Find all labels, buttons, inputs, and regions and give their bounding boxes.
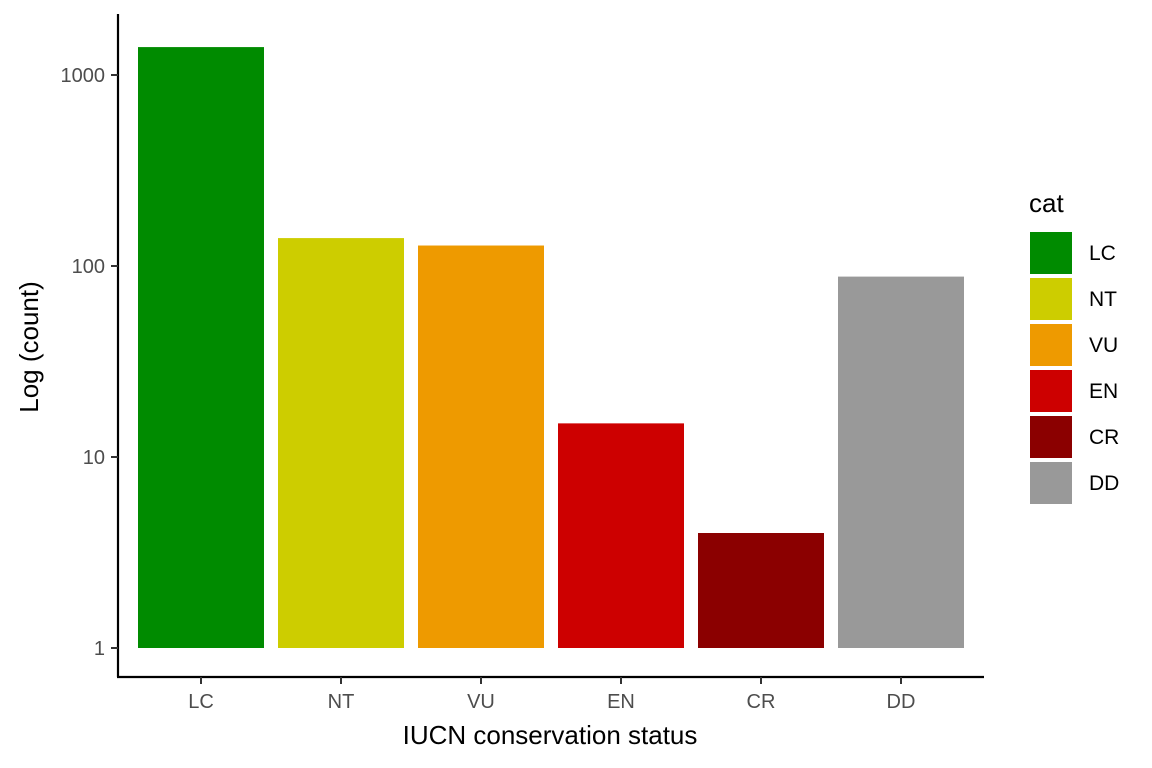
y-tick-label: 1000 [61, 65, 106, 87]
legend-key-nt [1030, 278, 1072, 320]
bar-en [558, 423, 684, 648]
x-tick-label-vu: VU [467, 691, 495, 713]
legend-label-vu: VU [1089, 334, 1118, 357]
x-tick-label-lc: LC [188, 691, 214, 713]
y-tick-label: 100 [72, 256, 105, 278]
legend-title: cat [1029, 188, 1064, 218]
bar-nt [278, 238, 404, 648]
bar-dd [838, 276, 964, 648]
legend: cat LC NT VU EN CR DD [1029, 188, 1119, 504]
x-tick-label-cr: CR [747, 691, 776, 713]
y-axis: 1 10 100 1000 [61, 14, 120, 677]
legend-key-dd [1030, 462, 1072, 504]
x-tick-label-en: EN [607, 691, 635, 713]
legend-label-en: EN [1089, 380, 1118, 403]
bars-group [138, 47, 964, 649]
legend-key-lc [1030, 232, 1072, 274]
legend-key-vu [1030, 324, 1072, 366]
x-tick-label-nt: NT [328, 691, 355, 713]
y-tick-label: 1 [94, 638, 105, 660]
legend-label-lc: LC [1089, 242, 1116, 265]
y-tick-label: 10 [83, 447, 105, 469]
x-tick-label-dd: DD [887, 691, 916, 713]
x-axis: LC NT VU EN CR DD [117, 675, 984, 713]
bar-cr [698, 533, 824, 648]
legend-key-cr [1030, 416, 1072, 458]
legend-label-cr: CR [1089, 426, 1119, 449]
legend-label-dd: DD [1089, 472, 1119, 495]
y-axis-title: Log (count) [14, 281, 44, 413]
x-axis-title: IUCN conservation status [403, 720, 698, 750]
bar-lc [138, 47, 264, 649]
legend-label-nt: NT [1089, 288, 1117, 311]
bar-vu [418, 245, 544, 648]
legend-key-en [1030, 370, 1072, 412]
